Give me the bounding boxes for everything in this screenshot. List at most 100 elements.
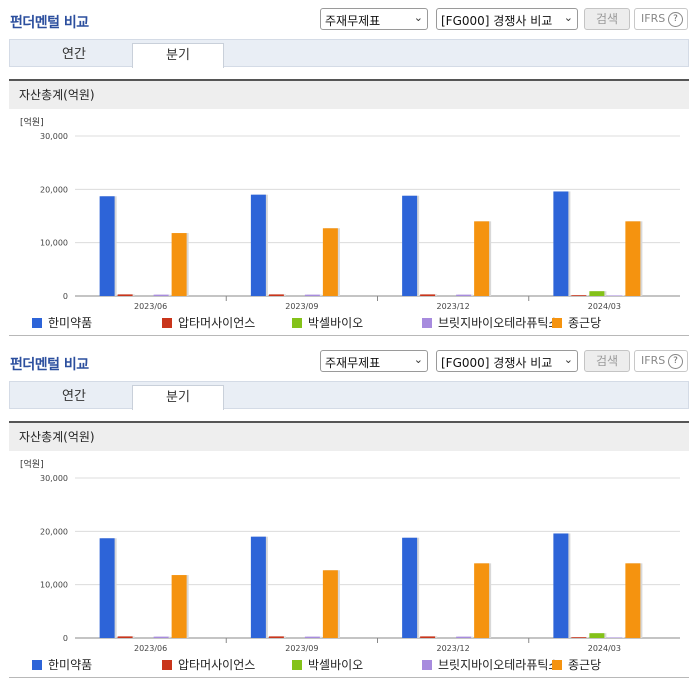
y-tick-label: 10,000 (40, 581, 68, 590)
chevron-down-icon: ⌄ (413, 11, 423, 24)
legend-item[interactable]: 한미약품 (32, 314, 92, 331)
chart-legend: 한미약품 압타머사이언스 박셀바이오 브릿지바이오테라퓨틱스 종근당 (32, 314, 682, 331)
legend-label: 압타머사이언스 (178, 658, 256, 672)
divider (9, 335, 689, 336)
bar (99, 538, 115, 638)
bar (322, 570, 338, 638)
ifrs-button[interactable]: IFRS? (634, 350, 688, 372)
x-tick-label: 2023/09 (285, 302, 318, 311)
chevron-down-icon: ⌄ (413, 353, 423, 366)
x-tick-label: 2023/12 (437, 644, 470, 653)
y-tick-label: 0 (63, 634, 68, 643)
statement-select[interactable]: 주재무제표 ⌄ (320, 350, 428, 372)
bar (304, 294, 320, 296)
legend-item[interactable]: 압타머사이언스 (162, 314, 255, 331)
bar (268, 294, 284, 296)
search-button[interactable]: 검색 (584, 8, 630, 30)
legend-swatch (292, 318, 302, 328)
bar (571, 295, 587, 296)
statement-select[interactable]: 주재무제표 ⌄ (320, 8, 428, 30)
y-axis-unit: [억원] (20, 116, 44, 128)
ifrs-button[interactable]: IFRS? (634, 8, 688, 30)
fundamental-panel-1: 펀더멘털 비교 주재무제표 ⌄ [FG000] 경쟁사 비교 ⌄ 검색 IFRS? … (9, 8, 689, 336)
bar (117, 636, 133, 638)
tab-quarterly[interactable]: 분기 (132, 43, 224, 68)
panel-title: 펀더멘털 비교 (10, 357, 89, 373)
legend-item[interactable]: 박셀바이오 (292, 314, 363, 331)
help-icon: ? (668, 12, 683, 27)
bar (304, 636, 320, 638)
bar (589, 291, 605, 296)
bar (171, 233, 187, 296)
bar (474, 563, 490, 638)
legend-item[interactable]: 박셀바이오 (292, 656, 363, 673)
y-tick-label: 30,000 (40, 474, 68, 483)
bar (322, 228, 338, 296)
bar (571, 637, 587, 638)
legend-label: 한미약품 (48, 316, 93, 330)
bar (250, 194, 266, 296)
y-tick-label: 30,000 (40, 132, 68, 141)
bar (456, 294, 472, 296)
legend-label: 한미약품 (48, 658, 93, 672)
peer-select[interactable]: [FG000] 경쟁사 비교 ⌄ (436, 8, 578, 30)
legend-item[interactable]: 종근당 (552, 314, 601, 331)
chart-legend: 한미약품 압타머사이언스 박셀바이오 브릿지바이오테라퓨틱스 종근당 (32, 656, 682, 673)
bar (117, 294, 133, 296)
search-button[interactable]: 검색 (584, 350, 630, 372)
bar (456, 636, 472, 638)
bar (420, 636, 436, 638)
legend-label: 브릿지바이오테라퓨틱스 (438, 316, 560, 330)
bar (589, 633, 605, 638)
legend-label: 압타머사이언스 (178, 316, 256, 330)
x-tick-label: 2023/12 (437, 302, 470, 311)
statement-select-value: 주재무제표 (325, 356, 381, 370)
ifrs-label: IFRS (641, 354, 666, 367)
legend-item[interactable]: 종근당 (552, 656, 601, 673)
bar (625, 563, 641, 638)
x-tick-label: 2024/03 (588, 644, 621, 653)
legend-label: 종근당 (568, 316, 602, 330)
bar (268, 636, 284, 638)
y-tick-label: 10,000 (40, 239, 68, 248)
section-title: 자산총계(억원) (9, 79, 689, 109)
x-tick-label: 2023/06 (134, 644, 167, 653)
tab-annual[interactable]: 연간 (62, 389, 86, 404)
divider (9, 677, 689, 678)
section-title: 자산총계(억원) (9, 421, 689, 451)
ifrs-label: IFRS (641, 12, 666, 25)
legend-item[interactable]: 한미약품 (32, 656, 92, 673)
legend-swatch (552, 660, 562, 670)
legend-item[interactable]: 브릿지바이오테라퓨틱스 (422, 314, 559, 331)
bar (607, 637, 623, 638)
x-tick-label: 2023/06 (134, 302, 167, 311)
tab-quarterly[interactable]: 분기 (132, 385, 224, 410)
legend-item[interactable]: 브릿지바이오테라퓨틱스 (422, 656, 559, 673)
bar (474, 221, 490, 296)
legend-swatch (422, 318, 432, 328)
legend-item[interactable]: 압타머사이언스 (162, 656, 255, 673)
asset-chart-2: [억원] 30,000 20,000 10,000 0 2023/06 2023/09 202… (20, 458, 680, 653)
fundamental-panel-2: 펀더멘털 비교 주재무제표 ⌄ [FG000] 경쟁사 비교 ⌄ 검색 IFRS? … (0, 342, 696, 684)
panel-title: 펀더멘털 비교 (10, 15, 89, 31)
peer-select[interactable]: [FG000] 경쟁사 비교 ⌄ (436, 350, 578, 372)
legend-swatch (552, 318, 562, 328)
legend-swatch (422, 660, 432, 670)
legend-swatch (162, 660, 172, 670)
legend-swatch (292, 660, 302, 670)
bar (607, 295, 623, 296)
bar (553, 191, 569, 296)
period-tabs: 연간 분기 (9, 381, 689, 410)
legend-label: 브릿지바이오테라퓨틱스 (438, 658, 560, 672)
x-tick-label: 2024/03 (588, 302, 621, 311)
bar (625, 221, 641, 296)
peer-select-value: [FG000] 경쟁사 비교 (441, 14, 553, 28)
y-tick-label: 20,000 (40, 185, 68, 194)
period-tabs: 연간 분기 (9, 39, 689, 68)
bar (402, 537, 418, 638)
legend-swatch (32, 660, 42, 670)
bar (153, 294, 169, 296)
asset-chart-1: [억원] 30,000 20,000 10,000 0 2023/06 2023/09 202… (20, 116, 680, 311)
tab-annual[interactable]: 연간 (62, 47, 86, 62)
legend-label: 박셀바이오 (308, 658, 364, 672)
